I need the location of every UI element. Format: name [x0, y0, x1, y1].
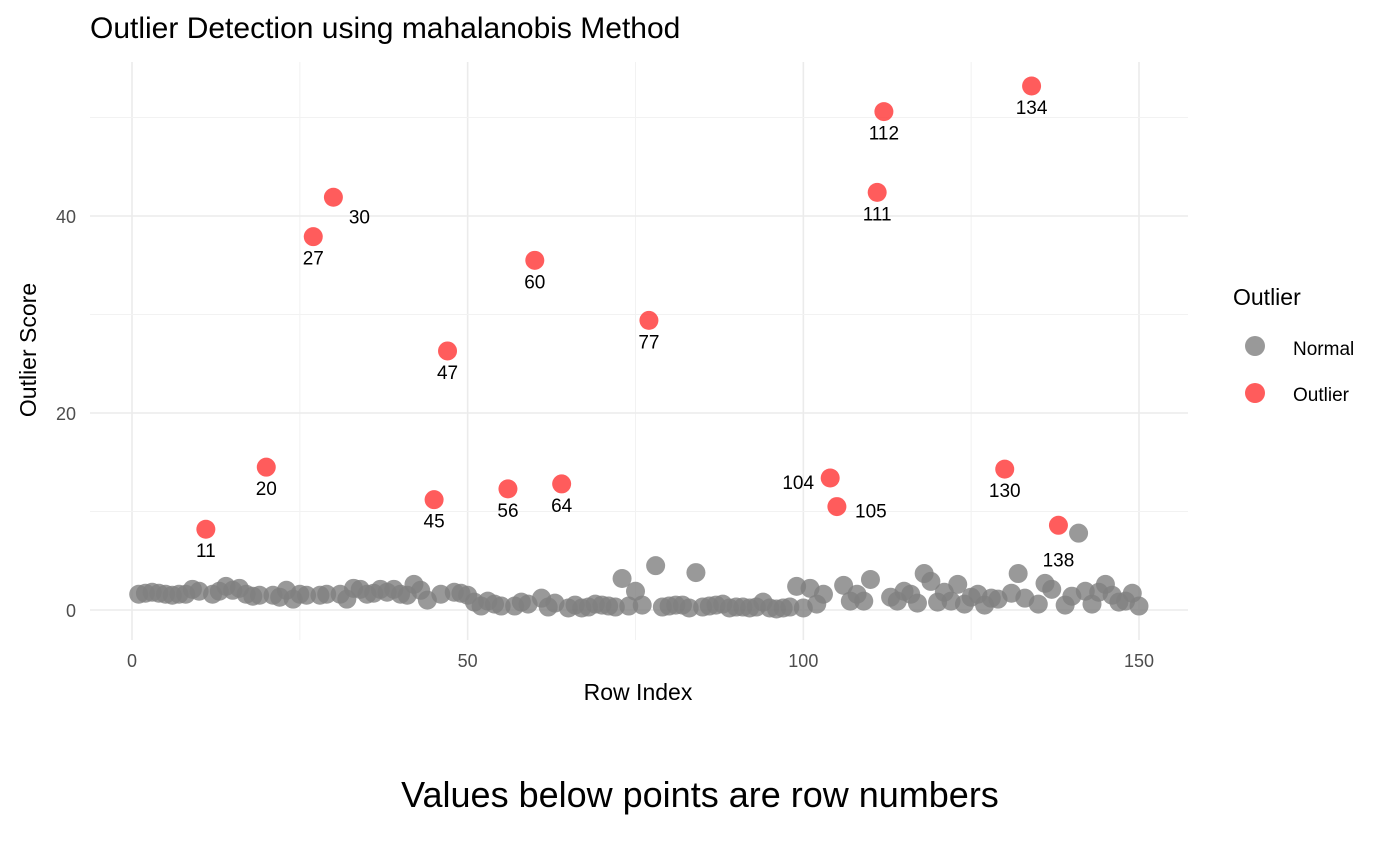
point-outlier — [639, 310, 659, 330]
point-label: 105 — [855, 502, 887, 523]
point-outlier — [256, 457, 276, 477]
point-label: 27 — [303, 249, 324, 270]
point-normal — [491, 596, 511, 616]
y-axis-title: Outlier Score — [15, 283, 41, 417]
point-outlier — [874, 102, 894, 122]
point-outlier — [1048, 515, 1068, 535]
point-normal — [854, 591, 874, 611]
point-normal — [317, 584, 337, 604]
point-outlier — [525, 250, 545, 270]
x-axis-title: Row Index — [584, 679, 693, 705]
point-normal — [921, 571, 941, 591]
point-outlier — [424, 490, 444, 510]
point-normal — [250, 585, 270, 605]
point-outlier — [552, 474, 572, 494]
point-normal — [860, 569, 880, 589]
point-normal — [1028, 594, 1048, 614]
point-normal — [907, 593, 927, 613]
point-label: 30 — [349, 207, 370, 228]
point-label: 60 — [524, 272, 545, 293]
y-tick-label: 20 — [56, 404, 76, 424]
point-normal — [1129, 596, 1149, 616]
point-outlier — [196, 519, 216, 539]
point-label: 47 — [437, 363, 458, 384]
point-normal — [813, 584, 833, 604]
point-label: 45 — [424, 512, 445, 533]
point-normal — [1069, 523, 1089, 543]
point-outlier — [323, 187, 343, 207]
point-label: 130 — [989, 481, 1021, 502]
point-label: 11 — [196, 541, 216, 562]
x-tick-label: 150 — [1124, 651, 1154, 671]
x-tick-label: 0 — [127, 651, 137, 671]
point-label: 77 — [638, 332, 659, 353]
legend-label-normal: Normal — [1293, 339, 1354, 360]
point-label: 138 — [1043, 550, 1075, 571]
legend-marker-normal — [1245, 336, 1265, 356]
point-normal — [686, 563, 706, 583]
point-normal — [1042, 579, 1062, 599]
legend: Outlier Normal Outlier — [1233, 284, 1354, 406]
legend-title: Outlier — [1233, 284, 1301, 310]
point-label: 20 — [256, 479, 277, 500]
point-normal — [948, 574, 968, 594]
x-tick-label: 50 — [458, 651, 478, 671]
point-label: 56 — [497, 501, 518, 522]
point-outlier — [827, 497, 847, 517]
point-normal — [612, 568, 632, 588]
legend-label-outlier: Outlier — [1293, 385, 1350, 406]
legend-marker-outlier — [1245, 383, 1265, 403]
chart-title: Outlier Detection using mahalanobis Meth… — [90, 12, 680, 45]
point-label: 104 — [782, 473, 814, 494]
point-normal — [297, 585, 317, 605]
data-points — [129, 76, 1149, 619]
point-normal — [1008, 564, 1028, 584]
point-label: 111 — [863, 204, 892, 225]
point-outlier — [1022, 76, 1042, 96]
point-outlier — [820, 468, 840, 488]
chart-caption: Values below points are row numbers — [401, 774, 999, 815]
point-outlier — [303, 227, 323, 247]
point-outlier — [867, 182, 887, 202]
point-normal — [646, 556, 666, 576]
point-label: 112 — [869, 124, 899, 145]
y-tick-label: 40 — [56, 207, 76, 227]
point-outlier — [995, 459, 1015, 479]
y-tick-label: 0 — [66, 601, 76, 621]
point-normal — [834, 575, 854, 595]
x-tick-label: 100 — [788, 651, 818, 671]
point-labels: 11 20 27 30 45 47 56 60 64 77 104 105 111 112 130 134 13… — [196, 98, 1074, 571]
point-normal — [632, 595, 652, 615]
point-outlier — [438, 341, 458, 361]
point-outlier — [498, 479, 518, 499]
y-axis-ticks: 0 20 40 — [56, 207, 76, 621]
point-label: 64 — [551, 496, 573, 517]
point-label: 134 — [1016, 98, 1048, 119]
x-axis-ticks: 0 50 100 150 — [127, 651, 1154, 671]
grid — [90, 62, 1188, 640]
